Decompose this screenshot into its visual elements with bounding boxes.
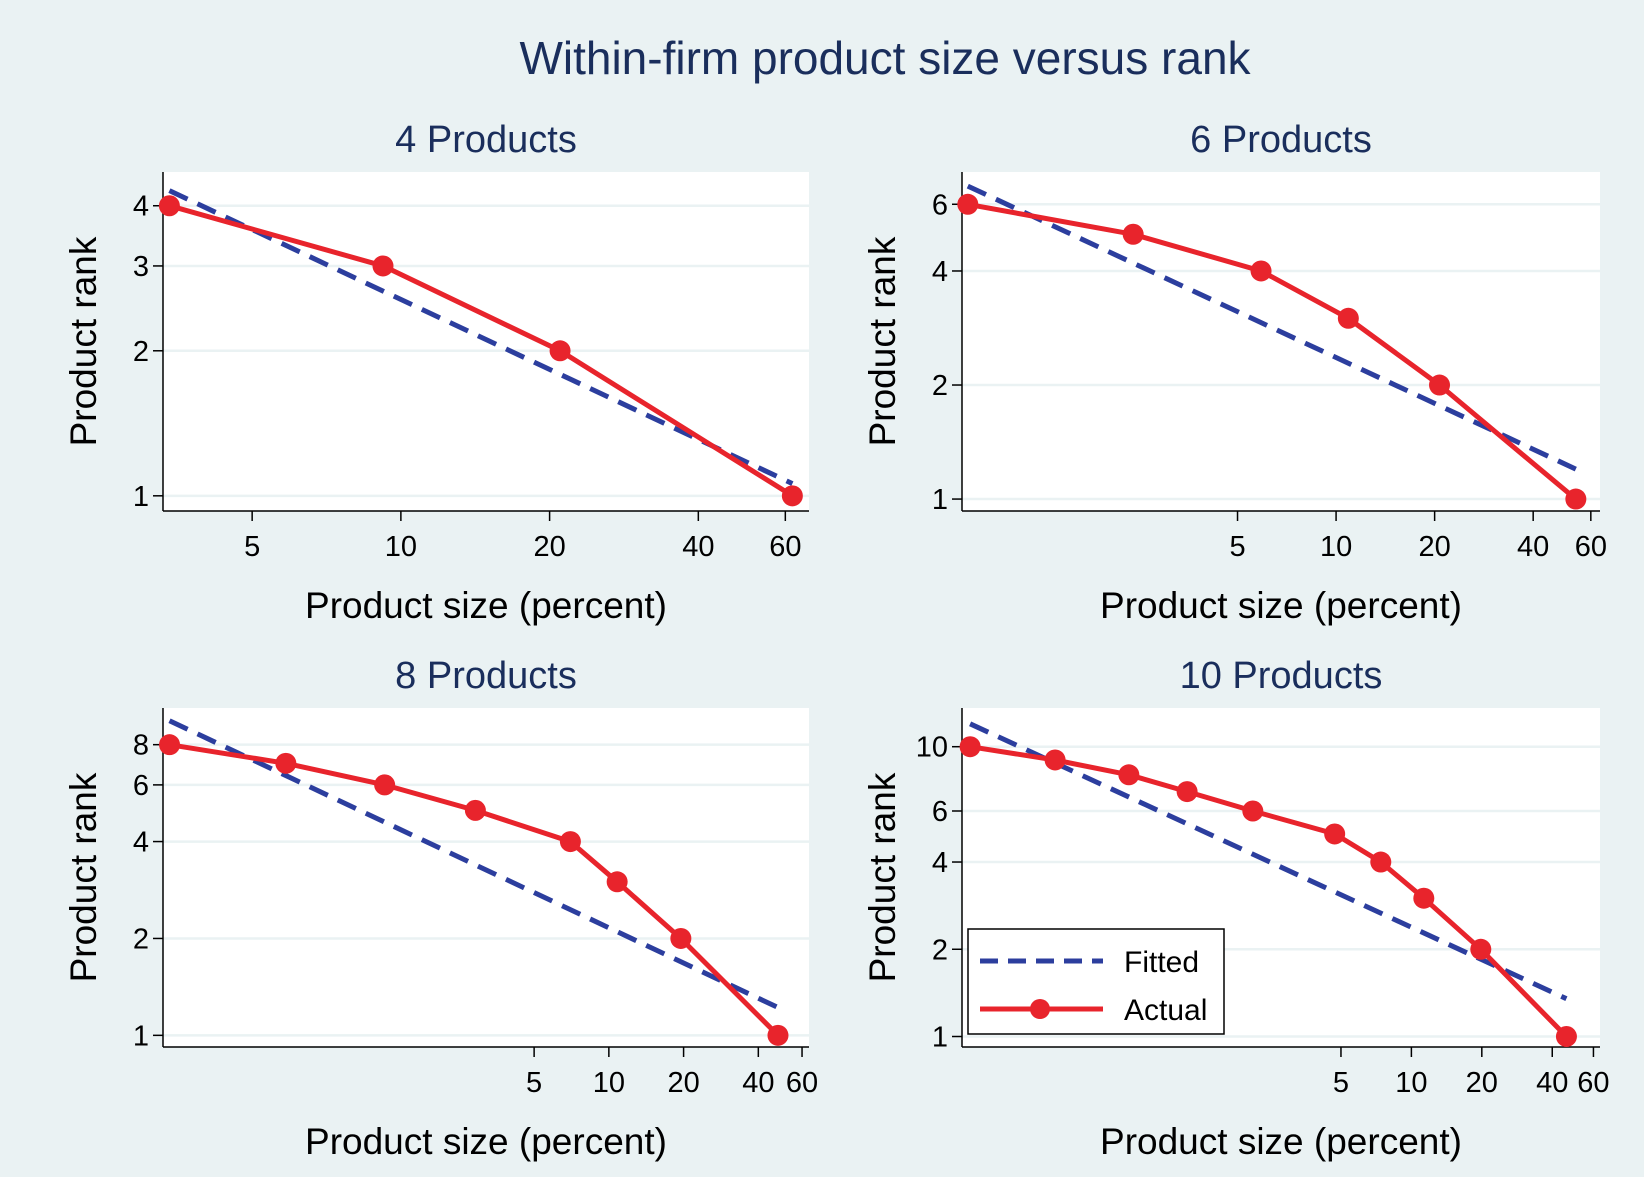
y-tick-label: 4 [133,191,149,223]
x-tick-label: 10 [1395,1067,1427,1099]
fitted-line [969,721,1568,1001]
x-axis-title: Product size (percent) [1100,585,1462,626]
y-tick-label: 4 [133,827,149,859]
panel-title: 4 Products [395,119,577,161]
y-tick-label: 2 [133,336,149,368]
actual-point [1118,764,1140,786]
actual-line [967,201,1578,502]
x-tick-label: 60 [786,1067,818,1099]
actual-point [670,927,692,949]
legend-fitted-label: Fitted [1124,946,1199,979]
y-tick-label: 2 [932,370,948,402]
actual-point [1565,488,1587,510]
legend: Fitted Actual [967,928,1225,1035]
legend-box [967,928,1225,1035]
actual-line [969,744,1569,1039]
x-tick-label: 20 [1418,531,1450,563]
y-tick-label: 1 [133,1020,149,1052]
actual-point [559,831,581,853]
x-tick-label: 5 [1229,531,1245,563]
actual-point [1250,260,1272,282]
actual-point [1555,1026,1577,1048]
x-axis-title: Product size (percent) [305,1121,667,1162]
x-tick-label: 40 [1536,1067,1568,1099]
panel-2: 6 Products 1 2 4 6 5 10 20 40 60 Product size (per… [862,119,1607,626]
x-axis-title: Product size (percent) [305,585,667,626]
actual-point [1413,887,1435,909]
actual-point [1176,781,1198,803]
x-tick-label: 20 [667,1067,699,1099]
plot-area [962,172,1600,511]
x-tick-label: 5 [1333,1067,1349,1099]
actual-point [1370,851,1392,873]
x-tick-label: 20 [533,531,565,563]
x-tick-label: 60 [769,531,801,563]
y-axis-title: Product rank [63,772,104,982]
actual-point [159,734,181,756]
legend-actual-marker [1030,999,1050,1019]
y-tick-label: 6 [932,189,948,221]
y-tick-label: 6 [133,770,149,802]
x-tick-label: 60 [1577,1067,1609,1099]
actual-point [781,485,803,507]
x-tick-label: 40 [682,531,714,563]
x-tick-label: 60 [1575,531,1607,563]
panel-1: 4 Products 1 2 3 4 5 10 20 40 60 Product size (per… [63,119,809,626]
x-tick-label: 20 [1466,1067,1498,1099]
y-axis-title: Product rank [63,236,104,446]
y-tick-label: 10 [916,732,948,764]
x-axis-title: Product size (percent) [1100,1121,1462,1162]
panel-title: 6 Products [1190,119,1372,161]
y-tick-label: 4 [932,847,948,879]
figure-title: Within-firm product size versus rank [519,32,1251,84]
y-tick-label: 1 [133,481,149,513]
y-tick-label: 8 [133,730,149,762]
actual-point [957,193,979,215]
panel-title: 8 Products [395,655,577,697]
panel-title: 10 Products [1180,655,1383,697]
actual-point [959,736,981,758]
actual-point [549,340,571,362]
y-tick-label: 4 [932,256,948,288]
fitted-line [966,183,1577,472]
actual-point [1470,938,1492,960]
actual-point [767,1024,789,1046]
fitted-line [168,188,794,486]
x-tick-label: 5 [244,531,260,563]
y-tick-label: 3 [133,251,149,283]
actual-point [275,752,297,774]
fitted-line [168,718,780,1010]
x-tick-label: 5 [526,1067,542,1099]
x-tick-label: 10 [593,1067,625,1099]
actual-point [1324,823,1346,845]
actual-point [372,255,394,277]
actual-point [464,799,486,821]
y-axis-title: Product rank [862,236,903,446]
plot-area [163,708,809,1047]
actual-point [1122,223,1144,245]
y-tick-label: 2 [133,923,149,955]
x-tick-label: 40 [742,1067,774,1099]
actual-point [1429,374,1451,396]
actual-point [1337,307,1359,329]
y-axis-title: Product rank [862,772,903,982]
panel-3: 8 Products 1 2 4 6 8 5 10 20 40 60 Product size (pe… [63,655,818,1162]
y-tick-label: 6 [932,796,948,828]
panels: 4 Products 1 2 3 4 5 10 20 40 60 Product size (per… [63,119,1610,1162]
x-tick-label: 40 [1517,531,1549,563]
y-tick-label: 1 [932,1022,948,1054]
y-tick-label: 1 [932,484,948,516]
actual-point [158,195,180,217]
x-tick-label: 10 [385,531,417,563]
actual-point [606,871,628,893]
x-tick-label: 10 [1320,531,1352,563]
actual-line [168,203,794,498]
actual-point [374,774,396,796]
actual-point [1044,749,1066,771]
legend-actual-label: Actual [1124,994,1207,1027]
actual-point [1242,800,1264,822]
actual-line [169,742,780,1038]
y-tick-label: 2 [932,934,948,966]
